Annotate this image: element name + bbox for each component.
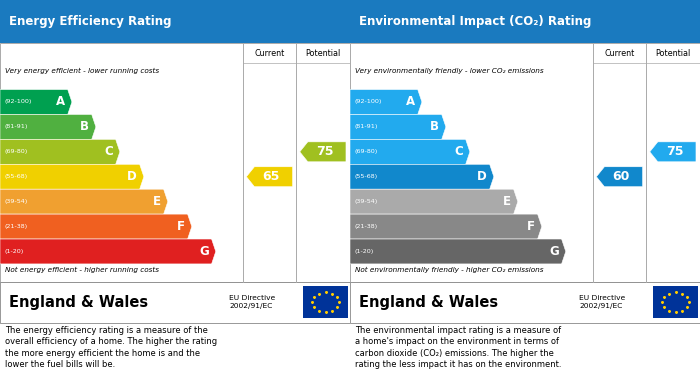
Polygon shape	[0, 239, 216, 264]
Text: 65: 65	[262, 170, 280, 183]
Text: B: B	[80, 120, 89, 133]
Text: Not environmentally friendly - higher CO₂ emissions: Not environmentally friendly - higher CO…	[355, 267, 544, 273]
Polygon shape	[0, 214, 192, 239]
Text: G: G	[549, 245, 559, 258]
Polygon shape	[350, 239, 566, 264]
Text: (21-38): (21-38)	[354, 224, 377, 229]
Polygon shape	[350, 90, 422, 115]
Text: (92-100): (92-100)	[4, 99, 32, 104]
Text: Potential: Potential	[655, 48, 690, 58]
Text: (81-91): (81-91)	[354, 124, 377, 129]
Text: (55-68): (55-68)	[4, 174, 27, 179]
Text: C: C	[454, 145, 463, 158]
Polygon shape	[350, 115, 446, 139]
Polygon shape	[350, 189, 518, 214]
Text: (69-80): (69-80)	[4, 149, 27, 154]
Polygon shape	[350, 214, 542, 239]
Text: 75: 75	[316, 145, 333, 158]
Bar	[350, 43, 700, 282]
Text: (39-54): (39-54)	[354, 199, 377, 204]
Text: England & Wales: England & Wales	[8, 294, 148, 310]
Text: B: B	[430, 120, 439, 133]
Text: (39-54): (39-54)	[4, 199, 27, 204]
Bar	[0, 282, 350, 323]
Text: (92-100): (92-100)	[354, 99, 382, 104]
Text: Very environmentally friendly - lower CO₂ emissions: Very environmentally friendly - lower CO…	[355, 68, 544, 74]
Text: E: E	[153, 195, 161, 208]
Bar	[0, 0, 350, 43]
Text: EU Directive
2002/91/EC: EU Directive 2002/91/EC	[230, 295, 276, 309]
Polygon shape	[246, 167, 293, 187]
Polygon shape	[0, 189, 168, 214]
Bar	[302, 285, 349, 318]
Text: (55-68): (55-68)	[354, 174, 377, 179]
Polygon shape	[596, 167, 643, 187]
Text: A: A	[406, 95, 415, 108]
Bar	[0, 43, 350, 282]
Text: A: A	[56, 95, 65, 108]
Text: E: E	[503, 195, 511, 208]
Text: (1-20): (1-20)	[354, 249, 374, 254]
Polygon shape	[0, 164, 144, 189]
Text: (69-80): (69-80)	[354, 149, 377, 154]
Polygon shape	[350, 139, 470, 164]
Text: (1-20): (1-20)	[4, 249, 24, 254]
Text: 75: 75	[666, 145, 683, 158]
Text: The energy efficiency rating is a measure of the
overall efficiency of a home. T: The energy efficiency rating is a measur…	[6, 326, 218, 369]
Text: D: D	[477, 170, 487, 183]
Text: D: D	[127, 170, 136, 183]
Text: Not energy efficient - higher running costs: Not energy efficient - higher running co…	[6, 267, 160, 273]
Text: Current: Current	[254, 48, 285, 58]
Bar	[652, 285, 699, 318]
Polygon shape	[0, 90, 72, 115]
Text: The environmental impact rating is a measure of
a home's impact on the environme: The environmental impact rating is a mea…	[355, 326, 561, 369]
Text: Energy Efficiency Rating: Energy Efficiency Rating	[8, 15, 172, 28]
Text: (21-38): (21-38)	[4, 224, 27, 229]
Bar	[350, 0, 700, 43]
Text: Environmental Impact (CO₂) Rating: Environmental Impact (CO₂) Rating	[358, 15, 591, 28]
Text: (81-91): (81-91)	[4, 124, 27, 129]
Polygon shape	[0, 139, 120, 164]
Polygon shape	[350, 164, 494, 189]
Polygon shape	[0, 115, 96, 139]
Text: Current: Current	[604, 48, 635, 58]
Text: Very energy efficient - lower running costs: Very energy efficient - lower running co…	[6, 68, 160, 74]
Text: EU Directive
2002/91/EC: EU Directive 2002/91/EC	[580, 295, 626, 309]
Text: England & Wales: England & Wales	[358, 294, 498, 310]
Text: F: F	[527, 220, 535, 233]
Polygon shape	[650, 142, 696, 162]
Text: C: C	[104, 145, 113, 158]
Bar	[350, 282, 700, 323]
Text: F: F	[177, 220, 185, 233]
Text: Potential: Potential	[305, 48, 340, 58]
Text: G: G	[199, 245, 209, 258]
Text: 60: 60	[612, 170, 630, 183]
Polygon shape	[300, 142, 346, 162]
